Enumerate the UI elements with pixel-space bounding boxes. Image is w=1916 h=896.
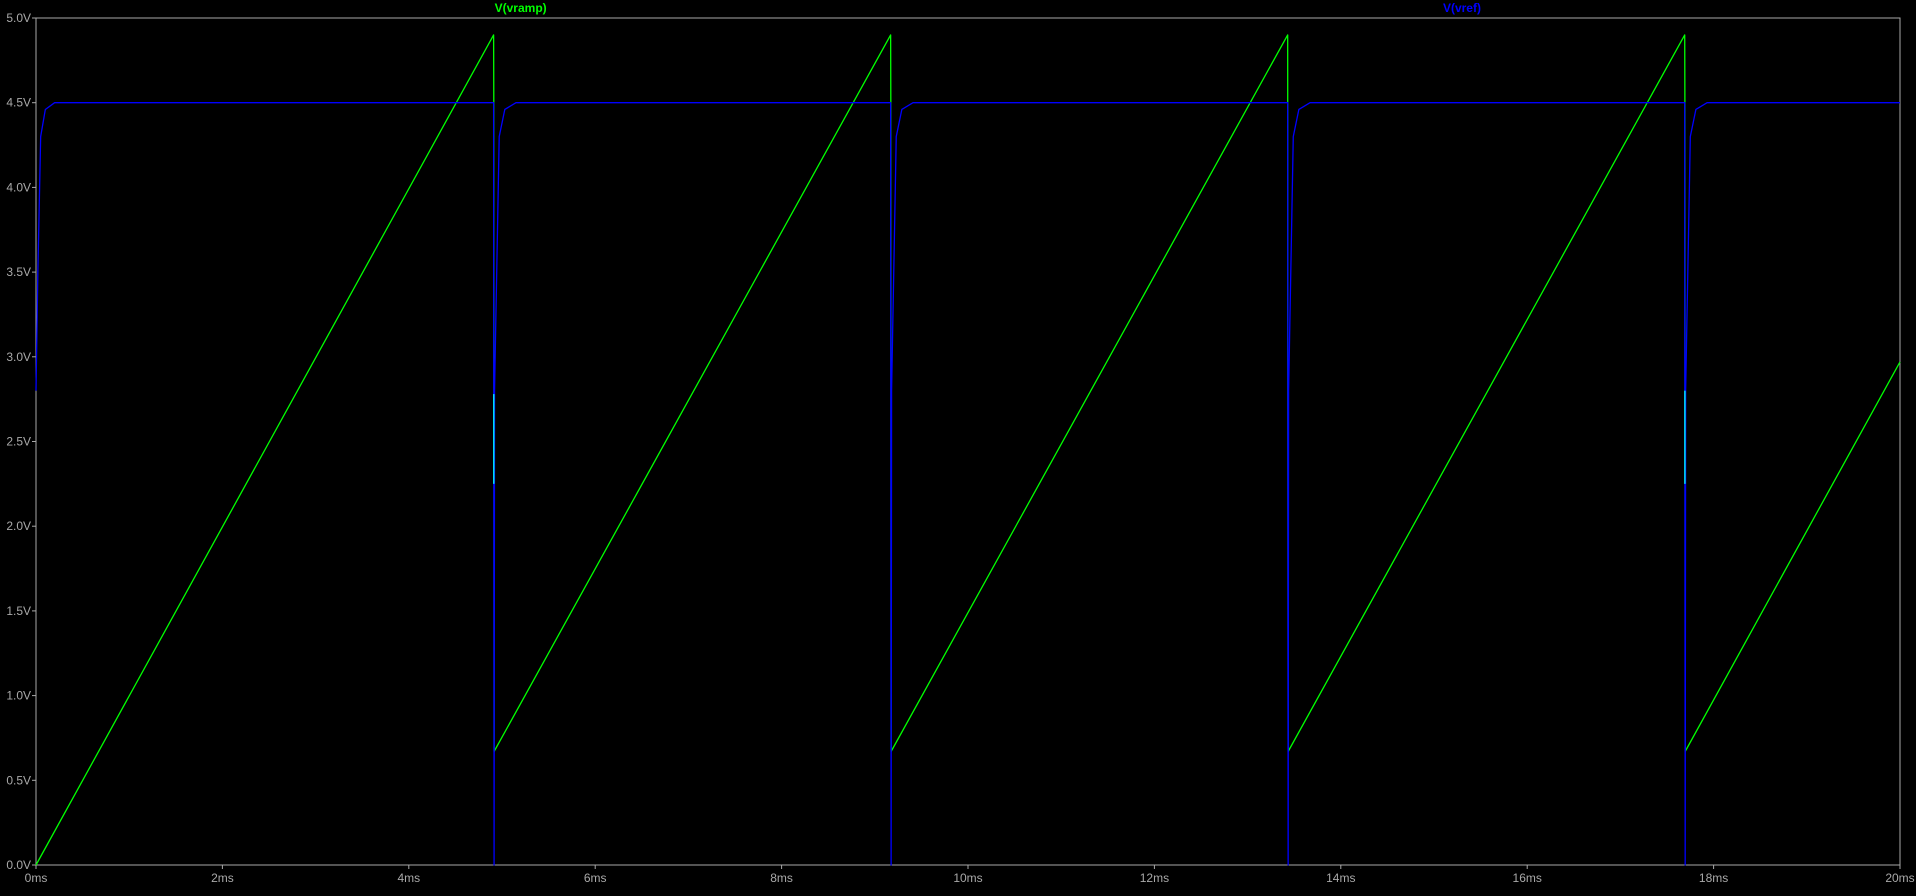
y-tick-label: 1.5V bbox=[6, 604, 31, 618]
y-tick-label: 0.0V bbox=[6, 858, 31, 872]
x-tick-label: 6ms bbox=[584, 871, 607, 885]
y-tick-label: 0.5V bbox=[6, 773, 31, 787]
y-axis: 0.0V 0.5V 1.0V 1.5V 2.0V 2.5V 3.0V 3.5V 4.0V 4.5V… bbox=[6, 11, 36, 872]
legend: V(vramp) V(vref) bbox=[495, 1, 1481, 15]
y-tick-label: 4.0V bbox=[6, 180, 31, 194]
y-tick-label: 4.5V bbox=[6, 96, 31, 110]
x-tick-label: 18ms bbox=[1699, 871, 1728, 885]
x-tick-label: 16ms bbox=[1513, 871, 1542, 885]
x-tick-label: 8ms bbox=[770, 871, 793, 885]
y-tick-label: 3.0V bbox=[6, 350, 31, 364]
plot-area-frame bbox=[35, 17, 1901, 866]
y-tick-label: 3.5V bbox=[6, 265, 31, 279]
x-tick-label: 2ms bbox=[211, 871, 234, 885]
legend-entry[interactable]: V(vref) bbox=[1443, 1, 1481, 15]
x-tick-label: 0ms bbox=[25, 871, 48, 885]
y-tick-label: 5.0V bbox=[6, 11, 31, 25]
y-tick-label: 1.0V bbox=[6, 689, 31, 703]
x-axis: 0ms 2ms 4ms 6ms 8ms 10ms 12ms 14ms 16ms 18ms 20ms bbox=[25, 865, 1915, 885]
x-tick-label: 12ms bbox=[1140, 871, 1169, 885]
y-tick-label: 2.0V bbox=[6, 519, 31, 533]
trace-v-vref[interactable] bbox=[35, 102, 1900, 866]
traces bbox=[35, 34, 1901, 866]
x-tick-label: 10ms bbox=[953, 871, 982, 885]
x-tick-label: 20ms bbox=[1885, 871, 1914, 885]
x-tick-label: 4ms bbox=[397, 871, 420, 885]
y-tick-label: 2.5V bbox=[6, 435, 31, 449]
x-tick-label: 14ms bbox=[1326, 871, 1355, 885]
legend-entry[interactable]: V(vramp) bbox=[495, 1, 547, 15]
